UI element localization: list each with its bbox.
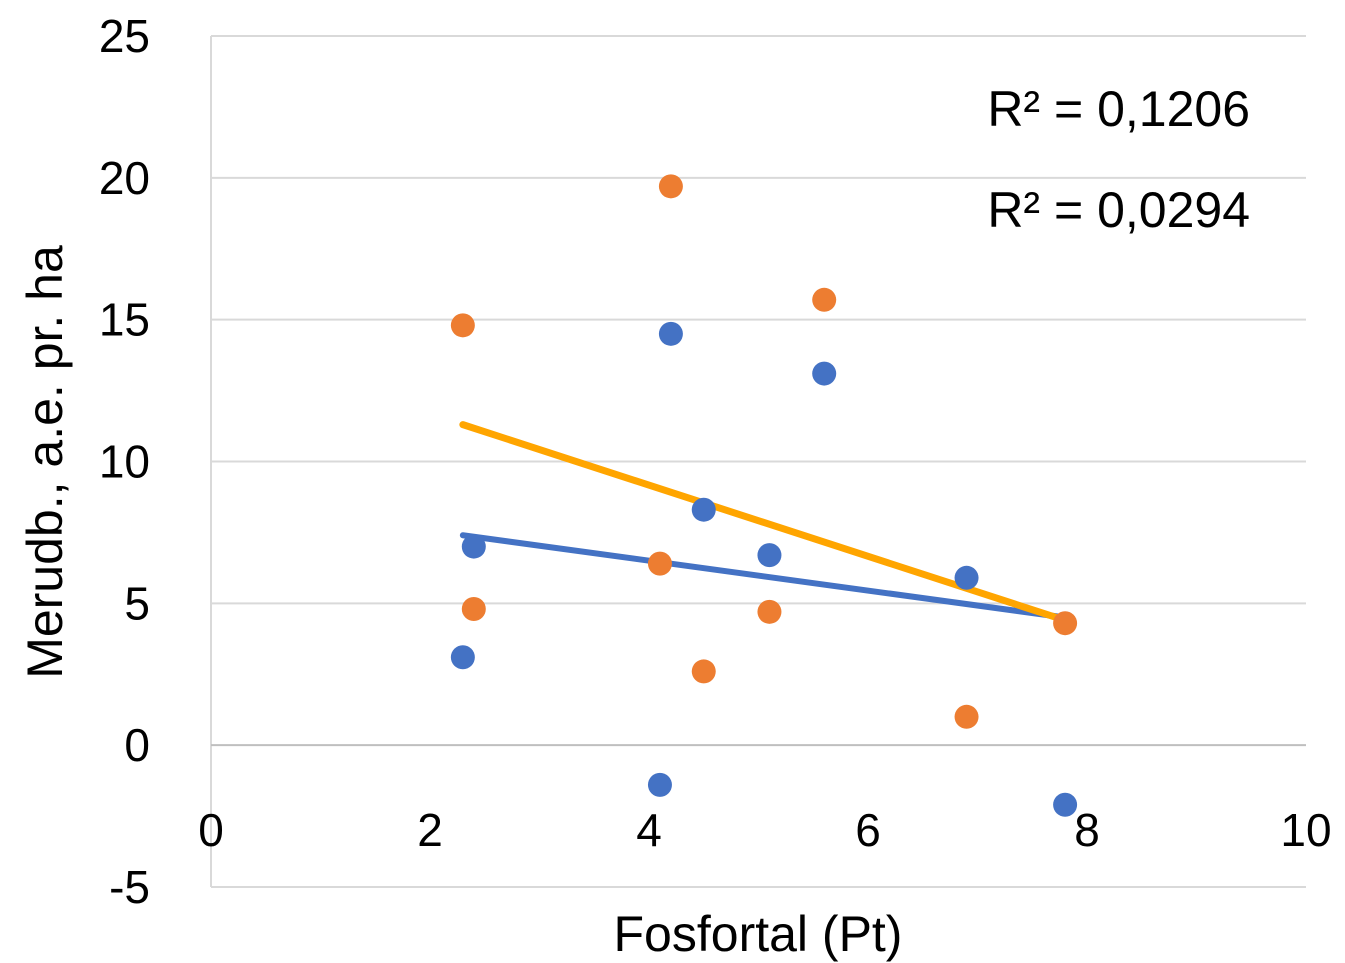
data-point-series-2 [757, 599, 782, 624]
r-squared-label-1: R² = 0,1206 [987, 81, 1250, 137]
data-points [450, 174, 1078, 817]
trendlines [459, 421, 1069, 624]
x-tick-label: 10 [1280, 804, 1331, 856]
x-tick-label: 0 [198, 804, 224, 856]
data-point-series-2 [691, 659, 716, 684]
r-squared-label-2: R² = 0,0294 [987, 182, 1250, 238]
data-point-series-1 [647, 772, 672, 797]
data-point-series-2 [954, 704, 979, 729]
y-axis-title: Merudb., a.e. pr. ha [17, 245, 73, 679]
x-tick-label: 2 [417, 804, 443, 856]
data-point-series-2 [658, 174, 683, 199]
y-tick-label: 5 [124, 577, 150, 629]
x-tick-label: 4 [636, 804, 662, 856]
y-tick-labels: -5 0 5 10 15 20 25 [99, 10, 150, 913]
y-tick-label: 20 [99, 152, 150, 204]
data-point-series-2 [461, 597, 486, 622]
x-tick-labels: 0 2 4 6 8 10 [198, 804, 1331, 856]
data-point-series-1 [757, 543, 782, 568]
y-tick-label: 15 [99, 294, 150, 346]
y-tick-label: 25 [99, 10, 150, 62]
trendline-series-1 [459, 532, 1069, 621]
data-point-series-1 [461, 534, 486, 559]
y-tick-label: -5 [109, 861, 150, 913]
data-point-series-2 [450, 313, 475, 338]
data-point-series-2 [812, 287, 837, 312]
x-tick-label: 6 [855, 804, 881, 856]
trendline-series-2 [459, 421, 1069, 624]
x-axis-title: Fosfortal (Pt) [614, 906, 903, 962]
data-point-series-1 [691, 497, 716, 522]
y-tick-label: 0 [124, 719, 150, 771]
data-point-series-2 [1053, 611, 1078, 636]
data-point-series-1 [812, 361, 837, 386]
data-point-series-1 [450, 645, 475, 670]
data-point-series-1 [658, 321, 683, 346]
data-point-series-1 [1053, 792, 1078, 817]
gridlines [210, 35, 1306, 888]
x-tick-label: 8 [1074, 804, 1100, 856]
data-point-series-1 [954, 565, 979, 590]
y-tick-label: 10 [99, 436, 150, 488]
data-point-series-2 [647, 551, 672, 576]
